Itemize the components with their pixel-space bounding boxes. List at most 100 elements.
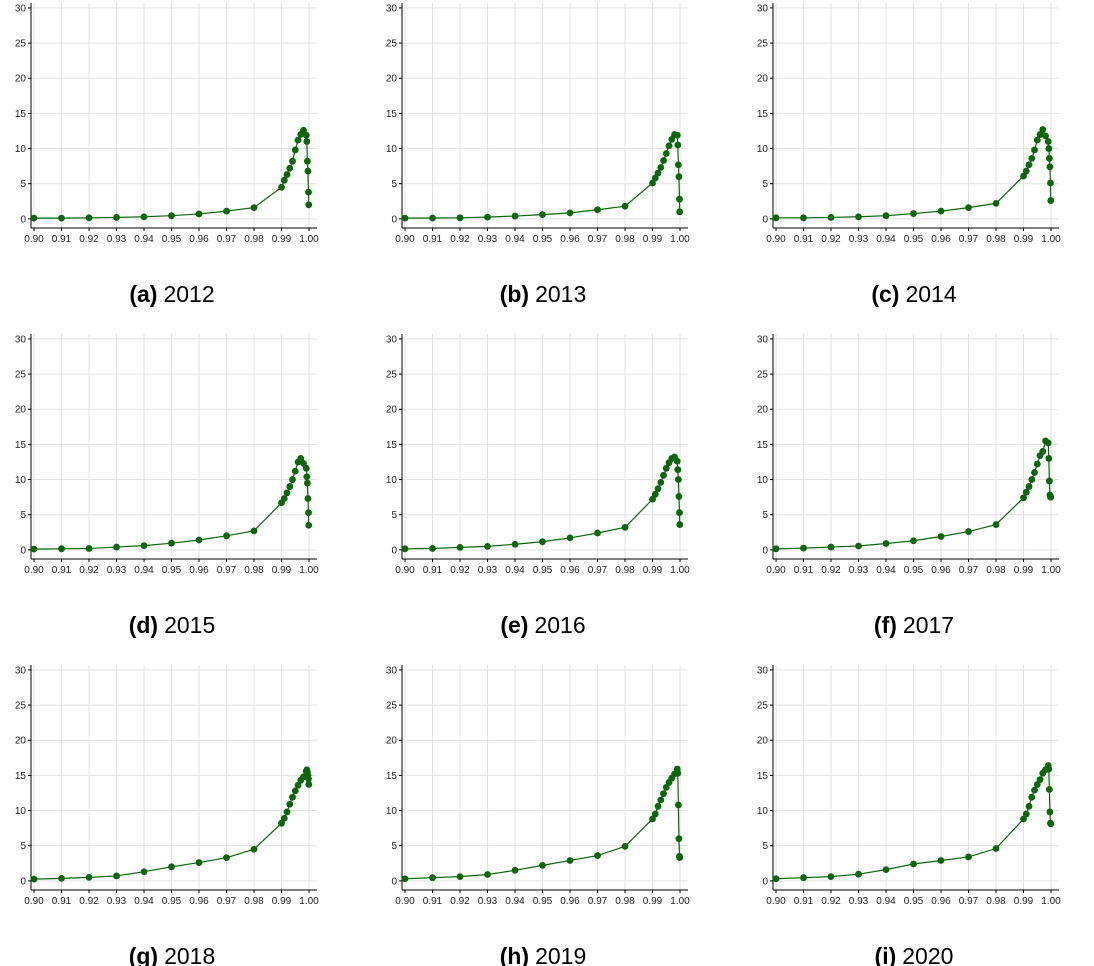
x-tick-label: 0.92	[79, 565, 99, 576]
point	[195, 859, 203, 866]
caption: (f) 2017	[874, 612, 954, 638]
caption-label: (d)	[129, 612, 158, 638]
point	[992, 199, 1000, 207]
caption-label: (b)	[500, 281, 529, 307]
x-tick-label: 0.96	[560, 565, 580, 576]
point	[1031, 786, 1038, 794]
x-tick-label: 0.99	[643, 565, 663, 576]
x-tick-label: 0.94	[876, 234, 896, 245]
point	[660, 790, 667, 798]
point	[800, 874, 807, 882]
point	[113, 872, 120, 880]
y-tick-label: 10	[15, 144, 27, 155]
x-tick-label: 0.97	[959, 234, 979, 245]
point	[1022, 810, 1030, 818]
caption-label: (c)	[871, 281, 899, 307]
x-tick-label: 0.95	[904, 896, 924, 907]
point	[113, 543, 120, 551]
x-tick-label: 0.96	[931, 234, 951, 245]
x-tick-label: 0.98	[986, 565, 1006, 576]
x-tick-label: 0.99	[272, 234, 292, 245]
point	[250, 204, 258, 212]
point	[283, 489, 291, 497]
x-tick-label: 1.00	[299, 896, 319, 907]
y-tick-label: 20	[386, 74, 398, 85]
panel: 0 5 10 15 20 25 30 0.90 0.91 0.92 0.93 0.94 0.95 0.96…	[15, 334, 319, 638]
x-tick-label: 0.92	[450, 565, 470, 576]
caption-title: 2014	[905, 281, 956, 307]
panel: 0 5 10 15 20 25 30 0.90 0.91 0.92 0.93 0.94 0.95 0.96…	[386, 334, 690, 638]
point	[305, 781, 313, 788]
point	[675, 835, 683, 843]
point	[305, 775, 312, 783]
x-tick-label: 0.96	[189, 565, 209, 576]
point	[660, 471, 667, 479]
point	[657, 796, 665, 804]
point	[657, 164, 665, 171]
point	[772, 214, 780, 222]
y-tick-label: 5	[762, 510, 768, 521]
x-tick-label: 0.91	[52, 896, 72, 907]
point	[910, 860, 917, 868]
x-tick-label: 0.92	[821, 896, 841, 907]
y-tick-label: 30	[386, 665, 398, 676]
x-tick-label: 0.97	[588, 565, 608, 576]
point	[511, 540, 519, 548]
point	[289, 793, 296, 801]
x-tick-label: 0.98	[615, 234, 635, 245]
x-tick-label: 0.90	[24, 896, 44, 907]
x-tick-label: 1.00	[1041, 896, 1061, 907]
point	[294, 136, 302, 144]
point	[594, 206, 601, 214]
caption: (i) 2020	[875, 943, 954, 966]
point	[283, 171, 291, 178]
x-tick-label: 0.95	[162, 565, 182, 576]
y-tick-label: 15	[386, 440, 398, 451]
point	[1025, 161, 1033, 169]
point	[223, 207, 230, 215]
point	[1022, 167, 1030, 175]
y-tick-label: 25	[386, 370, 398, 381]
point	[1047, 493, 1055, 501]
point	[937, 207, 945, 215]
panel: 0 5 10 15 20 25 30 0.90 0.91 0.92 0.93 0.94 0.95 0.96…	[15, 3, 319, 307]
point	[85, 873, 93, 881]
point	[168, 212, 175, 220]
y-tick-label: 0	[20, 214, 26, 225]
point	[654, 169, 662, 177]
point	[30, 875, 38, 883]
y-tick-label: 20	[15, 405, 27, 416]
x-tick-label: 1.00	[1041, 234, 1061, 245]
point	[58, 874, 65, 882]
point	[1033, 460, 1041, 468]
point	[539, 211, 546, 219]
series-line	[776, 439, 1052, 550]
x-tick-label: 0.90	[395, 565, 415, 576]
point	[304, 495, 312, 502]
y-tick-label: 5	[762, 841, 768, 852]
point	[800, 214, 807, 222]
point	[910, 537, 917, 545]
x-tick-label: 0.90	[766, 234, 786, 245]
point	[674, 476, 682, 483]
x-tick-label: 0.98	[244, 896, 264, 907]
x-tick-label: 0.93	[478, 565, 498, 576]
point	[289, 476, 296, 483]
point	[674, 141, 682, 149]
caption: (d) 2015	[129, 612, 216, 638]
x-tick-label: 0.96	[560, 896, 580, 907]
caption-label: (e)	[500, 612, 528, 638]
x-tick-label: 0.99	[272, 565, 292, 576]
point	[965, 204, 972, 212]
x-tick-label: 0.96	[189, 896, 209, 907]
x-tick-label: 0.93	[107, 234, 127, 245]
point	[882, 866, 890, 874]
caption-label: (g)	[129, 943, 158, 966]
caption-title: 2015	[164, 612, 215, 638]
x-tick-label: 0.93	[849, 896, 869, 907]
x-tick-label: 0.97	[959, 896, 979, 907]
y-tick-label: 5	[762, 179, 768, 190]
caption: (a) 2012	[129, 281, 214, 307]
y-tick-label: 5	[391, 841, 397, 852]
point	[1044, 439, 1052, 447]
